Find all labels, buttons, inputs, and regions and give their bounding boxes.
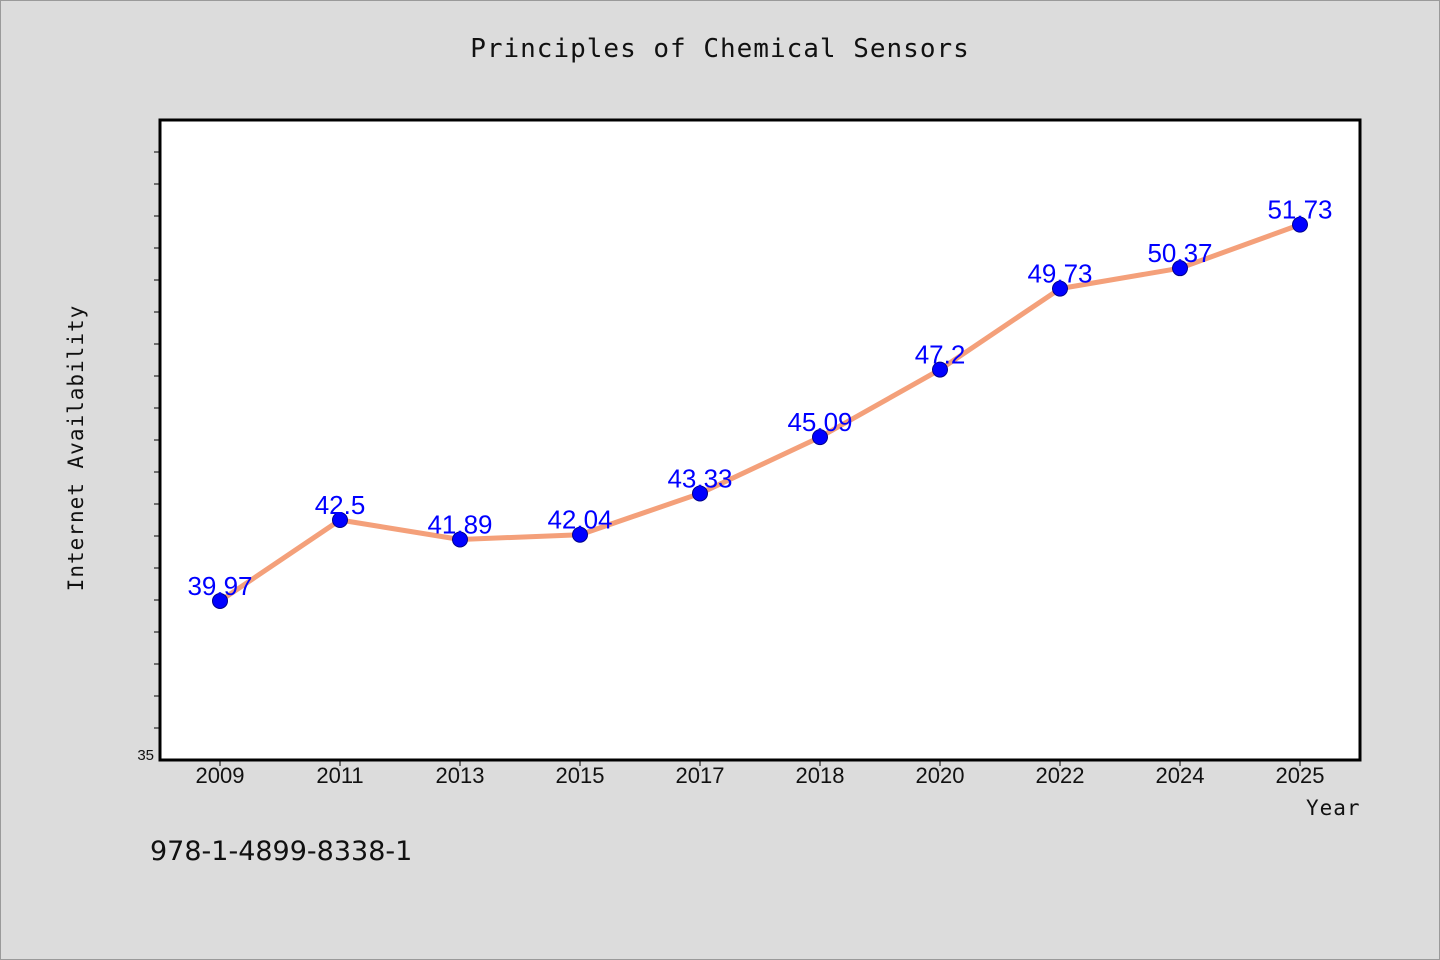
data-point [572,526,588,543]
x-tick-label: 2017 [676,763,725,788]
series-line [217,222,1303,604]
x-tick-label: 2024 [1156,763,1205,788]
data-label: 49.73 [1027,259,1092,289]
data-point [932,361,948,378]
chart-title: Principles of Chemical Sensors [470,34,970,64]
y-axis-label: Internet Availability [64,304,88,592]
data-label: 41.89 [427,510,492,540]
data-point [1172,260,1188,277]
data-point [212,592,228,609]
y-tick-label: 35 [137,747,154,764]
isbn-footnote: 978-1-4899-8338-1 [150,836,413,867]
data-label: 45.09 [787,407,852,437]
data-point [812,429,828,446]
data-point [1292,216,1308,233]
x-tick-label: 2018 [796,763,845,788]
x-axis-ticks: 2009 2011 2013 2015 2017 2018 2020 2022 2024 2025 [196,760,1325,788]
data-label: 47.2 [915,340,966,370]
data-point [1052,280,1068,297]
data-point [452,531,468,548]
data-label: 42.04 [547,505,612,535]
data-label: 51.73 [1267,195,1332,225]
series-group: 39.97 42.5 41.89 42.04 43.33 45.09 47.2 49.73 50… [187,195,1333,609]
data-point [332,512,348,528]
x-tick-label: 2013 [436,763,485,788]
x-tick-label: 2020 [916,763,965,788]
x-tick-label: 2011 [316,763,363,788]
x-tick-label: 2025 [1276,763,1325,788]
x-axis-label: Year [1306,796,1361,820]
x-tick-label: 2015 [556,763,605,788]
data-point [692,485,708,502]
data-label: 42.5 [315,490,366,520]
x-tick-label: 2022 [1036,763,1085,788]
data-label: 39.97 [187,571,252,601]
y-axis-ticks: 35 [137,151,160,764]
x-tick-label: 2009 [196,763,245,788]
data-label: 43.33 [667,463,732,493]
plot-area [160,120,1360,760]
data-label: 50.37 [1147,238,1212,268]
plot-border [158,118,1362,762]
